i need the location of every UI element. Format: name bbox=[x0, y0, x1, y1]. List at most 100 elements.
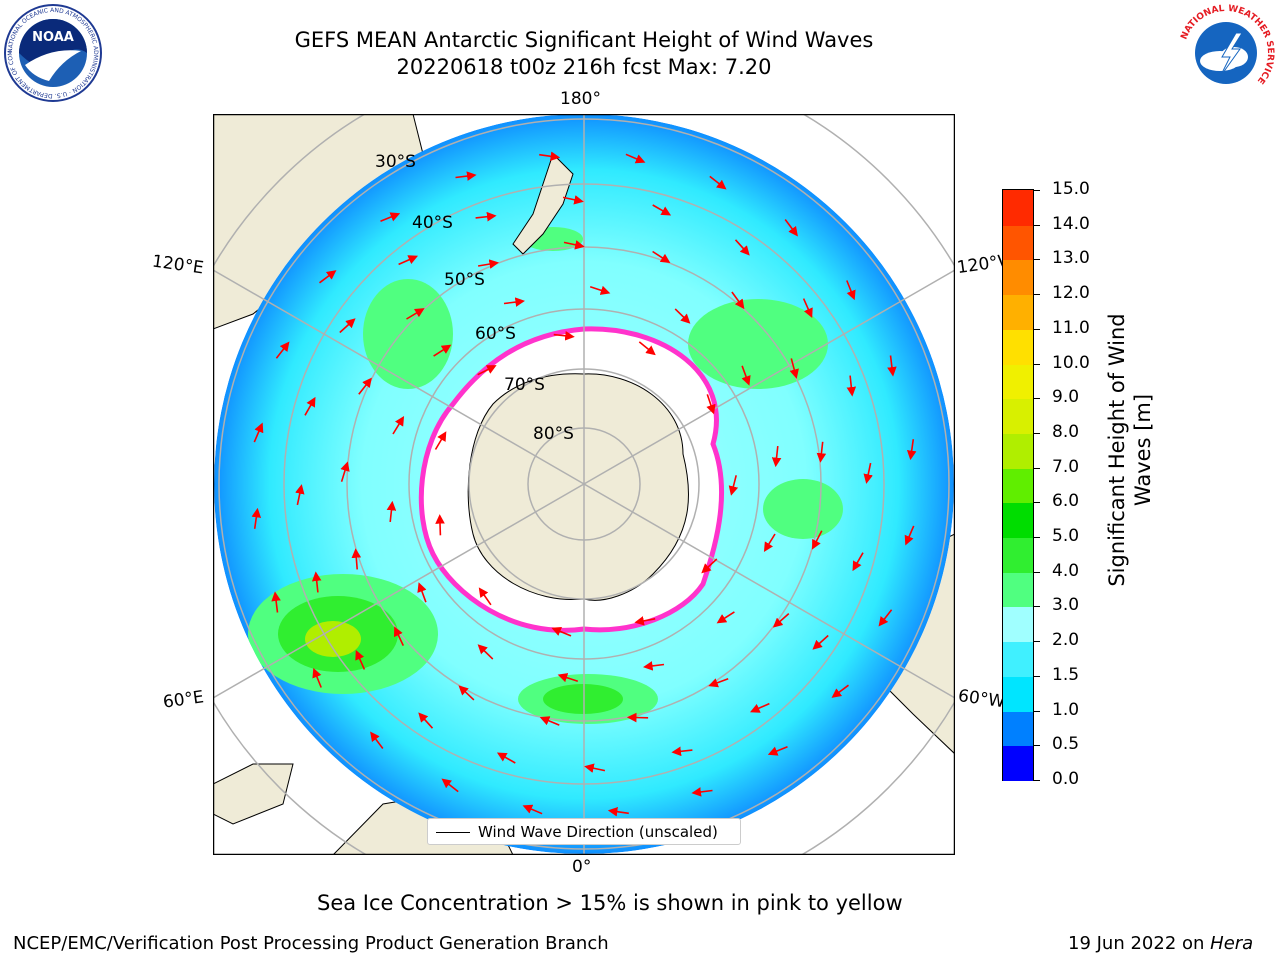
wind-wave-arrow bbox=[852, 552, 864, 572]
wave-patch bbox=[363, 279, 453, 389]
wind-wave-arrow bbox=[553, 331, 575, 341]
colorbar-band bbox=[1003, 259, 1033, 296]
lat-label-60s: 60°S bbox=[475, 324, 516, 344]
lon-label-120w: 120°W bbox=[955, 251, 1004, 279]
wind-wave-arrow bbox=[351, 548, 362, 570]
colorbar bbox=[1002, 189, 1034, 781]
wind-wave-arrow bbox=[812, 530, 823, 550]
colorbar-band bbox=[1003, 571, 1033, 608]
wind-wave-arrow bbox=[643, 661, 665, 671]
colorbar-band bbox=[1003, 432, 1033, 469]
colorbar-tick-mark bbox=[1034, 675, 1040, 677]
colorbar-tick-mark bbox=[1034, 190, 1040, 191]
wind-wave-arrow bbox=[522, 804, 543, 815]
colorbar-band bbox=[1003, 398, 1033, 434]
wind-wave-arrow bbox=[358, 377, 372, 395]
wind-wave-arrow bbox=[816, 441, 827, 463]
wind-wave-arrow bbox=[339, 318, 356, 334]
wind-wave-arrow bbox=[709, 175, 727, 190]
colorbar-tick-label: 9.0 bbox=[1052, 387, 1080, 408]
colorbar-tick-mark bbox=[1034, 294, 1040, 296]
wind-wave-arrow bbox=[275, 341, 290, 359]
madagascar-land bbox=[213, 763, 294, 825]
wind-wave-arrow bbox=[477, 644, 494, 660]
colorbar-tick-mark bbox=[1034, 467, 1040, 469]
colorbar-tick-mark bbox=[1034, 259, 1040, 261]
colorbar-tick-mark bbox=[1034, 780, 1040, 781]
wind-wave-arrow bbox=[846, 375, 857, 397]
colorbar-label-line2: Waves [m] bbox=[1131, 393, 1155, 507]
lon-label-180: 180° bbox=[560, 89, 601, 109]
wind-wave-arrow bbox=[584, 763, 606, 773]
wind-wave-arrow bbox=[846, 280, 856, 301]
footer-credit: NCEP/EMC/Verification Post Processing Pr… bbox=[13, 933, 609, 954]
wind-wave-arrow bbox=[253, 422, 264, 443]
nws-logo: NATIONAL WEATHER SERVICE bbox=[1176, 3, 1276, 103]
colorbar-band bbox=[1003, 537, 1033, 573]
lon-label-60w: 60°W bbox=[956, 685, 1005, 713]
wind-wave-arrow bbox=[539, 151, 561, 162]
wind-wave-arrow bbox=[691, 787, 713, 797]
map-frame bbox=[212, 113, 956, 856]
colorbar-band bbox=[1003, 745, 1033, 781]
wave-patch bbox=[688, 299, 828, 389]
wind-wave-arrow bbox=[496, 752, 516, 764]
noaa-logo-text: NOAA bbox=[32, 30, 74, 45]
wind-wave-arrow bbox=[477, 365, 497, 376]
wind-wave-arrow bbox=[749, 702, 770, 713]
wind-wave-arrow bbox=[417, 582, 427, 603]
wind-wave-arrow bbox=[433, 344, 452, 357]
wind-wave-arrow bbox=[863, 462, 873, 484]
legend-line-swatch bbox=[436, 832, 470, 833]
colorbar-tick-mark bbox=[1034, 398, 1040, 400]
colorbar-tick-mark bbox=[1034, 745, 1040, 747]
wind-wave-arrow bbox=[831, 684, 849, 698]
wind-wave-arrow bbox=[652, 204, 672, 216]
wind-wave-arrow bbox=[771, 446, 782, 468]
colorbar-tick-mark bbox=[1034, 606, 1040, 608]
colorbar-tick-mark bbox=[1034, 432, 1040, 434]
wind-wave-arrow bbox=[406, 308, 425, 320]
wind-wave-arrow bbox=[772, 612, 790, 628]
wind-wave-arrow bbox=[562, 195, 584, 205]
wind-wave-arrow bbox=[557, 673, 579, 683]
footer-date: 19 Jun 2022 on Hera bbox=[1068, 933, 1253, 954]
polar-map bbox=[212, 113, 956, 856]
wind-wave-arrow bbox=[393, 626, 405, 646]
colorbar-tick-mark bbox=[1034, 502, 1040, 504]
colorbar-tick-label: 3.0 bbox=[1052, 595, 1080, 616]
wind-wave-arrow bbox=[763, 533, 776, 553]
colorbar-tick-label: 7.0 bbox=[1052, 456, 1080, 477]
wind-wave-arrow bbox=[625, 153, 646, 164]
wind-wave-arrow bbox=[563, 240, 585, 250]
colorbar-tick-mark bbox=[1034, 537, 1040, 539]
wind-wave-arrow bbox=[458, 685, 475, 701]
wind-wave-arrow bbox=[728, 475, 739, 496]
colorbar-tick-label: 1.0 bbox=[1052, 699, 1080, 720]
colorbar-band bbox=[1003, 710, 1033, 747]
wind-wave-arrow bbox=[674, 308, 691, 324]
wind-wave-arrow bbox=[671, 746, 693, 757]
colorbar-tick-label: 4.0 bbox=[1052, 560, 1080, 581]
wind-wave-arrow bbox=[812, 634, 829, 650]
colorbar-band bbox=[1003, 190, 1033, 226]
colorbar-tick-label: 15.0 bbox=[1052, 179, 1090, 199]
wind-wave-arrow bbox=[304, 396, 316, 416]
colorbar-tick-label: 1.5 bbox=[1052, 664, 1080, 685]
lat-label-70s: 70°S bbox=[504, 375, 545, 395]
wind-wave-arrow bbox=[386, 500, 397, 522]
wind-wave-arrow bbox=[906, 439, 917, 461]
colorbar-band bbox=[1003, 606, 1033, 643]
lat-label-80s: 80°S bbox=[533, 424, 574, 444]
lat-label-30s: 30°S bbox=[375, 152, 416, 172]
wind-wave-arrow bbox=[271, 591, 281, 613]
wind-wave-arrow bbox=[475, 211, 497, 222]
wind-wave-arrow bbox=[340, 461, 350, 482]
colorbar-tick-label: 6.0 bbox=[1052, 491, 1080, 512]
wind-wave-arrow bbox=[370, 731, 384, 749]
colorbar-tick-mark bbox=[1034, 363, 1040, 365]
colorbar-tick-mark bbox=[1034, 224, 1040, 226]
colorbar-tick-label: 10.0 bbox=[1052, 352, 1090, 373]
colorbar-tick-label: 11.0 bbox=[1052, 317, 1090, 338]
colorbar-tick-label: 14.0 bbox=[1052, 213, 1090, 234]
